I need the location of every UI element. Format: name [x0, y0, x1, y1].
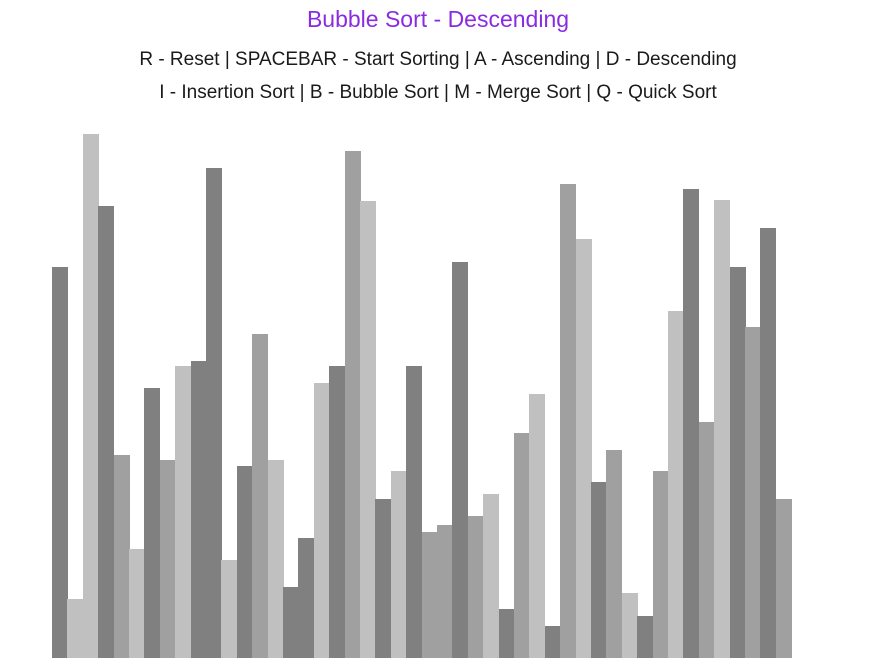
- array-bar: [390, 471, 407, 658]
- array-bar: [729, 267, 746, 658]
- array-bar: [775, 499, 792, 658]
- array-bar: [283, 587, 299, 658]
- array-bar: [98, 206, 115, 658]
- array-bar: [437, 525, 453, 658]
- array-bar: [498, 609, 515, 658]
- array-bar: [591, 482, 607, 658]
- array-bar: [514, 433, 530, 658]
- array-bar: [52, 267, 68, 658]
- array-bar: [129, 549, 145, 658]
- array-bar: [252, 334, 269, 658]
- array-bar: [175, 366, 192, 658]
- page-title: Bubble Sort - Descending: [306, 6, 570, 32]
- controls-hint-line-1: R - Reset | SPACEBAR - Start Sorting | A…: [139, 49, 737, 70]
- array-bar: [698, 422, 715, 658]
- array-bar: [637, 616, 654, 658]
- array-bar: [406, 366, 423, 658]
- array-bar: [144, 388, 161, 658]
- array-bar: [329, 366, 346, 658]
- array-bar: [267, 460, 284, 658]
- array-bar: [298, 538, 315, 658]
- array-bar: [221, 560, 238, 658]
- array-bar: [683, 189, 700, 658]
- array-bar: [159, 460, 176, 658]
- array-bar: [575, 239, 592, 658]
- array-bar: [344, 151, 361, 658]
- array-bar: [745, 327, 761, 658]
- array-bar: [714, 200, 731, 658]
- array-bar: [652, 471, 669, 658]
- array-bar: [760, 228, 777, 658]
- array-bar: [190, 361, 207, 658]
- array-bar: [606, 450, 623, 658]
- array-bar: [668, 311, 684, 658]
- array-bar: [560, 184, 577, 658]
- array-bar: [421, 532, 438, 658]
- array-bar: [483, 494, 500, 658]
- controls-hint-line-2: I - Insertion Sort | B - Bubble Sort | M…: [159, 82, 717, 103]
- array-bar: [82, 134, 99, 658]
- array-bar: [375, 499, 392, 658]
- array-bar: [206, 168, 222, 658]
- array-bar: [360, 201, 376, 658]
- array-bar: [67, 599, 84, 658]
- array-bar: [621, 593, 638, 658]
- array-bar: [113, 455, 130, 658]
- array-bar: [236, 466, 253, 658]
- array-bar: [529, 394, 546, 658]
- array-bar: [467, 516, 484, 658]
- array-bar: [313, 383, 330, 658]
- array-bar: [544, 626, 561, 658]
- array-bar: [452, 262, 469, 658]
